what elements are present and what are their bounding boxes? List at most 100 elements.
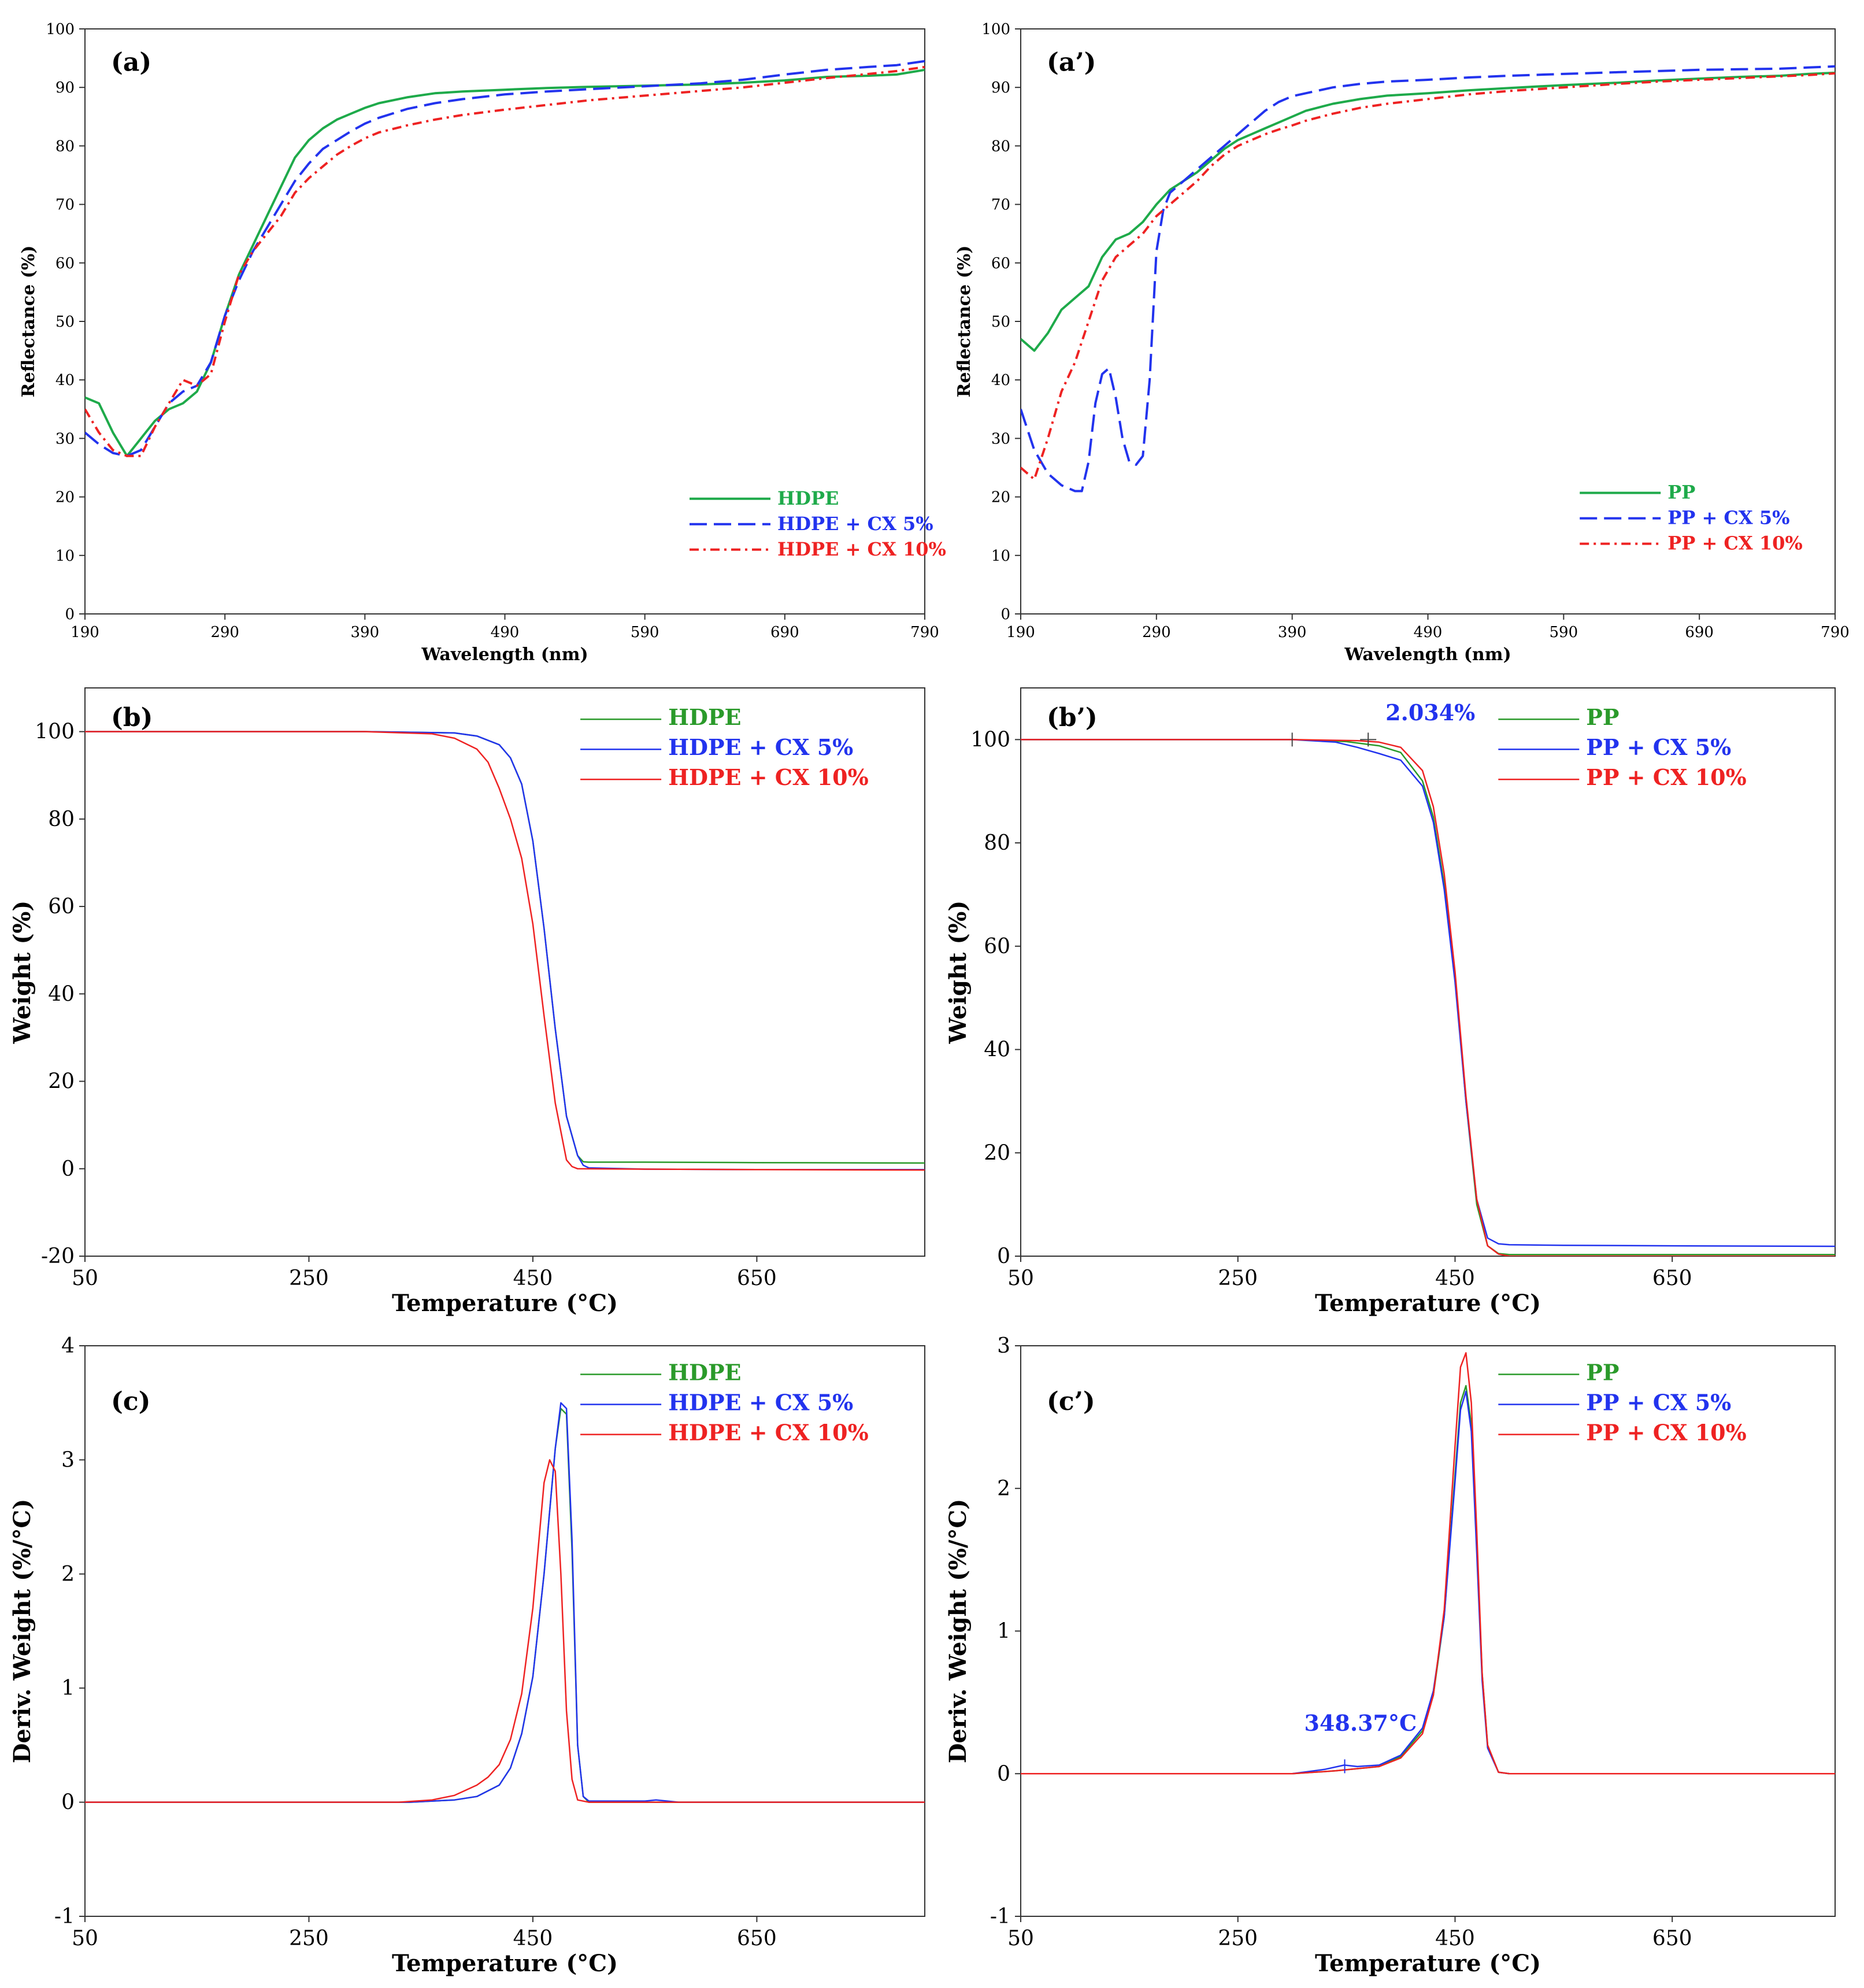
x-tick-label: 50 [72, 1927, 98, 1950]
y-tick-label: 10 [55, 547, 75, 565]
x-axis-title: Wavelength (nm) [421, 645, 588, 665]
y-axis-title: Deriv. Weight (%/°C) [9, 1499, 36, 1764]
legend-label: HDPE + CX 5% [668, 734, 853, 760]
x-tick-label: 450 [513, 1267, 553, 1290]
x-tick-label: 690 [770, 624, 799, 641]
x-tick-label: 250 [1218, 1267, 1258, 1290]
y-tick-label: 20 [991, 489, 1010, 506]
series-line-0 [1021, 71, 1835, 352]
panel-label: (b’) [1047, 703, 1098, 732]
series-line-2 [1021, 739, 1835, 1256]
x-tick-label: 490 [1414, 624, 1443, 641]
y-tick-label: 1 [997, 1620, 1010, 1643]
x-tick-label: 390 [1278, 624, 1307, 641]
x-tick-label: 650 [737, 1927, 777, 1950]
legend-label: PP [1667, 482, 1695, 504]
series-line-2 [1021, 72, 1835, 481]
legend-label: HDPE [668, 704, 741, 730]
x-axis-title: Temperature (°C) [1315, 1290, 1541, 1317]
y-tick-label: 20 [984, 1141, 1010, 1165]
legend: HDPE HDPE + CX 5% HDPE + CX 10% [580, 1359, 869, 1445]
x-tick-label: 450 [1435, 1927, 1475, 1950]
y-tick-label: 2 [61, 1563, 75, 1586]
legend-label: HDPE + CX 5% [777, 513, 933, 535]
y-tick-label: 30 [55, 430, 75, 447]
chart-panel-c2: -1 0 1 2 3 50 250 450 650 Temperature (°C) Deriv. … [944, 1334, 1836, 1977]
legend-label: HDPE + CX 10% [668, 764, 869, 790]
y-tick-label: 0 [61, 1157, 75, 1181]
y-tick-label: 0 [997, 1245, 1010, 1268]
legend-label: HDPE + CX 5% [668, 1389, 853, 1415]
y-tick-label: 100 [981, 21, 1010, 38]
y-tick-label: 40 [55, 372, 75, 389]
legend-label: PP + CX 10% [1586, 1419, 1746, 1445]
series-line-0 [1021, 739, 1835, 1256]
legend-label: PP + CX 10% [1586, 764, 1746, 790]
legend-label: PP + CX 10% [1667, 532, 1803, 554]
series-line-2 [1021, 1352, 1835, 1775]
series-line-2 [85, 731, 925, 1171]
y-tick-label: 50 [991, 313, 1010, 331]
panel-label: (c’) [1047, 1387, 1095, 1416]
y-tick-label: 10 [991, 547, 1010, 565]
y-tick-label: 80 [48, 808, 75, 831]
panel-label: (a) [111, 48, 151, 77]
y-tick-label: 3 [61, 1448, 75, 1472]
x-tick-label: 50 [1007, 1927, 1034, 1950]
series-line-0 [85, 731, 925, 1164]
x-axis-title: Temperature (°C) [392, 1290, 618, 1317]
y-tick-label: 60 [984, 935, 1010, 958]
chart-panel-b2: 0 20 40 60 80 100 50 250 450 650 Temperature (°C) W… [944, 687, 1836, 1317]
y-tick-label: -1 [54, 1905, 75, 1928]
chart-panel-a: 0 10 20 30 40 50 60 70 80 90 100 190 290 390 490 590 690… [18, 21, 946, 665]
plot-frame [1020, 687, 1836, 1257]
series-line-1 [85, 1402, 925, 1803]
x-tick-label: 650 [737, 1267, 777, 1290]
legend: PP PP + CX 5% PP + CX 10% [1498, 1359, 1747, 1445]
chart-panel-b: -20 0 20 40 60 80 100 50 250 450 650 Temperature (°… [9, 687, 925, 1317]
y-axis-title: Weight (%) [9, 901, 36, 1045]
series-line-2 [85, 65, 925, 457]
y-tick-label: 3 [997, 1334, 1010, 1358]
series-line-2 [85, 1459, 925, 1803]
legend-label: PP + CX 5% [1586, 1389, 1731, 1415]
y-axis-title: Reflectance (%) [954, 246, 974, 398]
x-tick-label: 250 [289, 1927, 329, 1950]
y-tick-label: 100 [35, 720, 75, 744]
y-tick-label: 60 [55, 255, 75, 272]
legend-label: PP [1586, 704, 1619, 730]
y-tick-label: 40 [48, 982, 75, 1006]
series-line-1 [85, 60, 925, 457]
series-line-0 [85, 68, 925, 457]
x-axis-title: Temperature (°C) [392, 1950, 618, 1977]
x-tick-label: 450 [513, 1927, 553, 1950]
series-line-1 [85, 731, 925, 1171]
x-tick-label: 190 [1006, 624, 1035, 641]
y-tick-label: 100 [46, 21, 75, 38]
y-tick-label: -20 [41, 1245, 75, 1268]
annotation-label: 2.034% [1385, 699, 1475, 725]
y-tick-label: 0 [61, 1791, 75, 1815]
y-tick-label: 0 [1000, 606, 1010, 623]
legend-label: PP + CX 5% [1667, 507, 1789, 529]
panel-label: (b) [111, 703, 153, 732]
x-axis-title: Wavelength (nm) [1344, 645, 1511, 665]
y-tick-label: 60 [991, 255, 1010, 272]
legend-label: HDPE + CX 10% [777, 538, 946, 560]
y-tick-label: 20 [48, 1070, 75, 1094]
legend-label: HDPE [777, 487, 839, 509]
legend: PP PP + CX 5% PP + CX 10% [1498, 704, 1747, 790]
series-line-1 [1021, 65, 1835, 493]
x-tick-label: 650 [1652, 1267, 1692, 1290]
y-tick-label: 4 [61, 1334, 75, 1358]
y-tick-label: 2 [997, 1477, 1010, 1501]
y-tick-label: 80 [991, 138, 1010, 155]
x-tick-label: 790 [910, 624, 939, 641]
y-tick-label: -1 [990, 1905, 1010, 1928]
y-tick-label: 70 [55, 197, 75, 214]
y-tick-label: 100 [970, 728, 1010, 751]
x-tick-label: 790 [1821, 624, 1850, 641]
y-tick-label: 80 [55, 138, 75, 155]
y-tick-label: 90 [991, 79, 1010, 97]
